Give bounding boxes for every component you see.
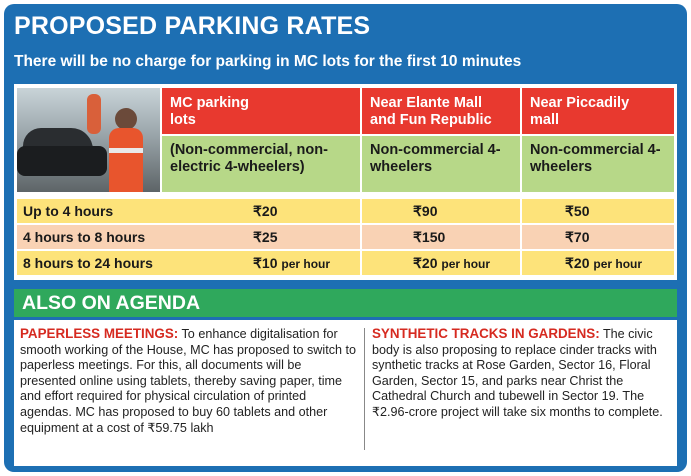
elante-rate-cell: ₹90 (407, 199, 527, 223)
column-header-mc-label: MC parking lots (170, 95, 249, 128)
piccadily-rate-cell: ₹70 (559, 225, 674, 249)
column-header-mc: MC parking lots (162, 88, 360, 134)
column-header-elante: Near Elante Mall and Fun Republic (362, 88, 520, 134)
column-sub-piccadily-label: Non-commercial 4-wheelers (530, 142, 661, 175)
paperless-meetings-item: PAPERLESS MEETINGS: To enhance digitalis… (20, 326, 356, 436)
elante-rate: ₹20 (413, 255, 438, 271)
column-header-elante-label: Near Elante Mall and Fun Republic (370, 95, 492, 128)
agenda-heading: ALSO ON AGENDA (14, 289, 677, 317)
column-header-piccadily: Near Piccadily mall (522, 88, 674, 134)
elante-rate-cell: ₹150 (407, 225, 527, 249)
elante-rate: ₹90 (413, 203, 438, 219)
synthetic-tracks-text: The civic body is also proposing to repl… (372, 327, 663, 419)
column-header-piccadily-label: Near Piccadily mall (530, 95, 630, 128)
column-sub-elante: Non-commercial 4-wheelers (362, 136, 520, 192)
attendant-vest (109, 128, 143, 192)
paperless-meetings-title: PAPERLESS MEETINGS: (20, 326, 179, 341)
table-row: 4 hours to 8 hours ₹25 ₹150 ₹70 (17, 225, 674, 249)
mc-rate: ₹25 (253, 229, 278, 245)
elante-rate-unit: per hour (441, 257, 491, 271)
background-person (87, 94, 101, 134)
column-sub-piccadily: Non-commercial 4-wheelers (522, 136, 674, 192)
column-divider (520, 88, 522, 276)
piccadily-rate: ₹70 (565, 229, 590, 245)
synthetic-tracks-item: SYNTHETIC TRACKS IN GARDENS: The civic b… (372, 326, 670, 421)
column-sub-mc-label: (Non-commercial, non-electric 4-wheelers… (170, 142, 328, 175)
vest-stripe (109, 148, 143, 153)
column-divider (360, 88, 362, 276)
piccadily-rate: ₹20 (565, 255, 590, 271)
table-row: Up to 4 hours ₹20 ₹90 ₹50 (17, 199, 674, 223)
piccadily-rate-cell: ₹50 (559, 199, 674, 223)
elante-rate-cell: ₹20 per hour (407, 251, 537, 275)
agenda-panel: PAPERLESS MEETINGS: To enhance digitalis… (14, 320, 677, 466)
column-sub-mc: (Non-commercial, non-electric 4-wheelers… (162, 136, 360, 192)
mc-rate-cell: ₹25 (247, 225, 357, 249)
piccadily-rate-unit: per hour (593, 257, 643, 271)
table-row: 8 hours to 24 hours ₹10 per hour ₹20 per… (17, 251, 674, 275)
attendant-head (115, 108, 137, 130)
column-sub-elante-label: Non-commercial 4-wheelers (370, 142, 501, 175)
infographic-card: PROPOSED PARKING RATES There will be no … (4, 4, 687, 472)
mc-rate: ₹20 (253, 203, 278, 219)
synthetic-tracks-title: SYNTHETIC TRACKS IN GARDENS: (372, 326, 600, 341)
mc-rate: ₹10 (253, 255, 278, 271)
parking-attendant-photo (17, 88, 162, 192)
subtitle: There will be no charge for parking in M… (14, 53, 522, 70)
duration-cell: Up to 4 hours (23, 203, 114, 219)
mc-rate-cell: ₹10 per hour (247, 251, 367, 275)
mc-rate-unit: per hour (281, 257, 331, 271)
paperless-meetings-text: To enhance digitalisation for smooth wor… (20, 327, 356, 435)
car-bumper-shape (17, 146, 107, 176)
agenda-divider (364, 328, 365, 450)
duration-cell: 4 hours to 8 hours (23, 229, 146, 245)
page-title: PROPOSED PARKING RATES (14, 12, 371, 40)
elante-rate: ₹150 (413, 229, 446, 245)
piccadily-rate-cell: ₹20 per hour (559, 251, 674, 275)
mc-rate-cell: ₹20 (247, 199, 357, 223)
piccadily-rate: ₹50 (565, 203, 590, 219)
duration-cell: 8 hours to 24 hours (23, 255, 153, 271)
